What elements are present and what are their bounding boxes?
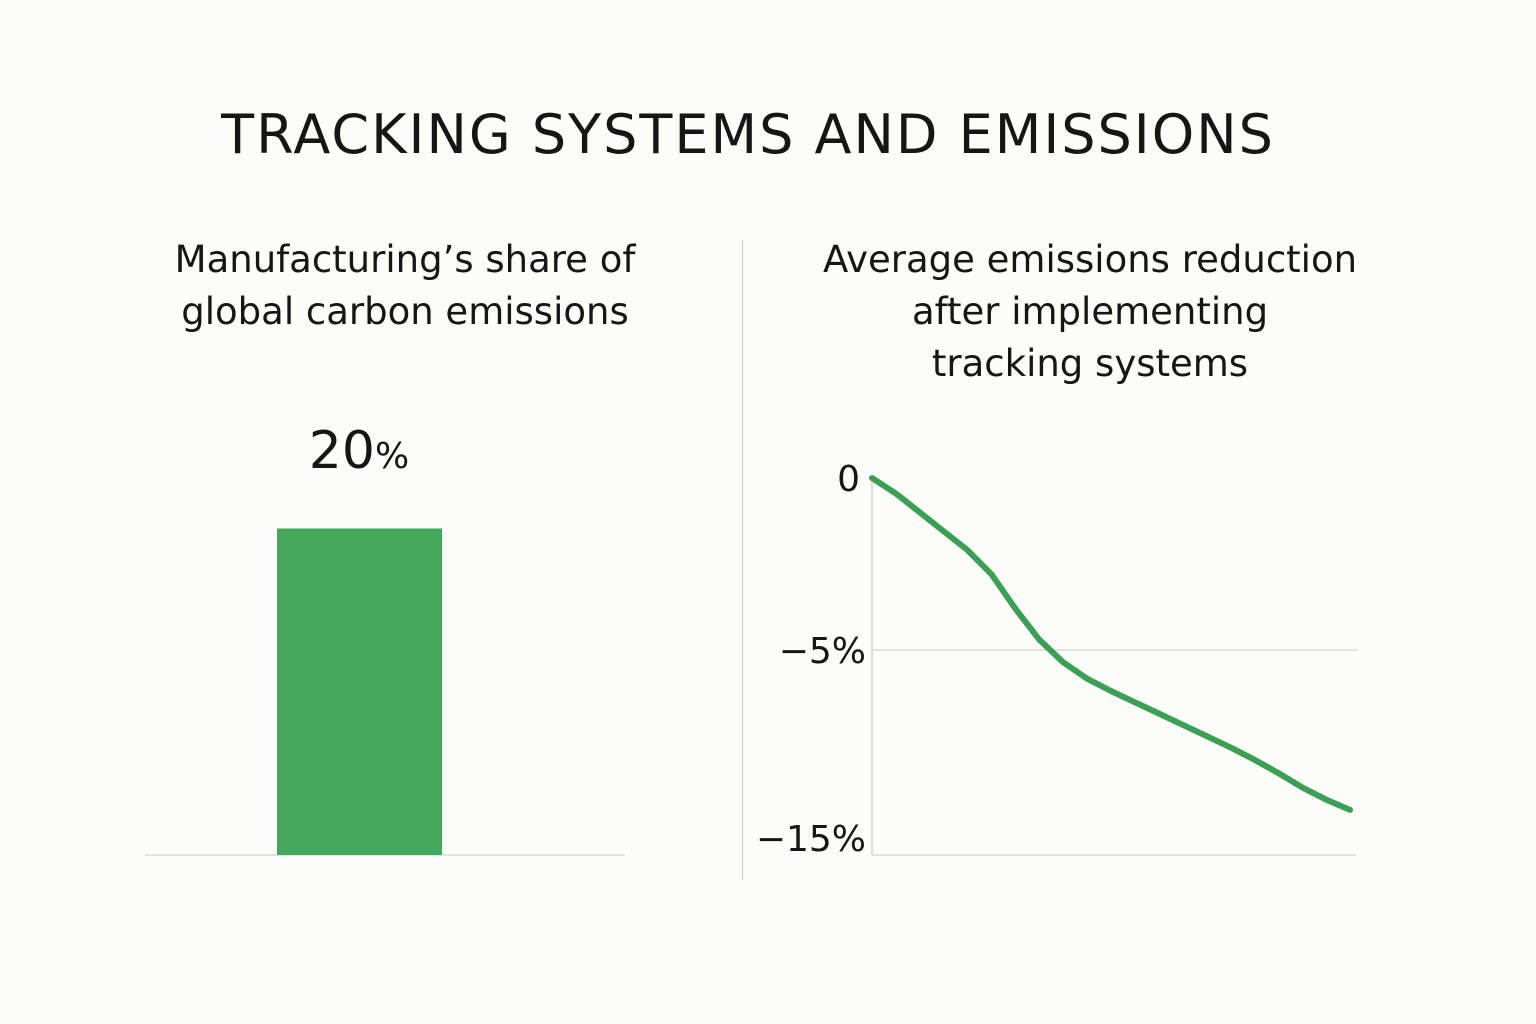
line-chart-title-line-2: after implementing: [911, 290, 1269, 333]
bar-chart-title-line-2: global carbon emissions: [181, 290, 629, 333]
y-tick-label-minus-5: −5%: [779, 631, 866, 672]
bar-chart-title-line-1: Manufacturing’s share of: [174, 238, 636, 281]
page-title: TRACKING SYSTEMS AND EMISSIONS: [221, 103, 1275, 166]
line-chart-title-line-1: Average emissions reduction: [822, 238, 1358, 281]
bar-value-unit: %: [375, 436, 409, 477]
bar-chart-title: Manufacturing’s share of global carbon e…: [125, 234, 685, 338]
bar-chart: 20%: [145, 421, 625, 856]
line-chart-title: Average emissions reduction after implem…: [780, 234, 1400, 390]
line-chart-title-line-3: tracking systems: [931, 342, 1249, 385]
bar-value-label: 20%: [309, 421, 409, 481]
line-chart: 0 −5% −15%: [756, 459, 1358, 860]
bar-value-number: 20: [309, 421, 375, 481]
emissions-reduction-line: [869, 475, 1353, 813]
y-tick-label-0: 0: [837, 459, 860, 500]
y-tick-label-minus-15: −15%: [756, 819, 866, 860]
bar-manufacturing: [277, 528, 442, 855]
panel-divider: [742, 240, 743, 880]
